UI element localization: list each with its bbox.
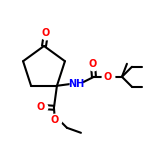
- Text: O: O: [42, 28, 50, 38]
- Text: O: O: [89, 59, 97, 69]
- Text: O: O: [51, 115, 59, 125]
- Text: O: O: [104, 72, 112, 82]
- Text: NH: NH: [68, 79, 84, 89]
- Text: O: O: [37, 102, 45, 112]
